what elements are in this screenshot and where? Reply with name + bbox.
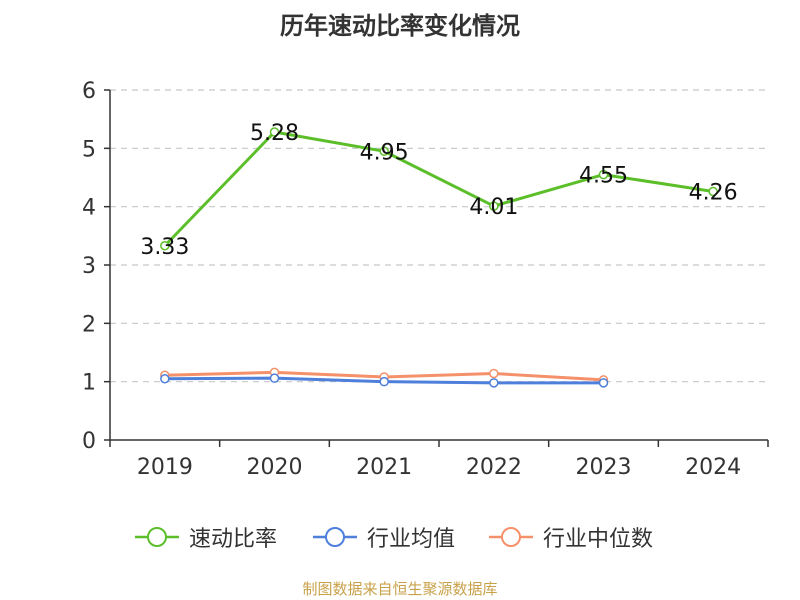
y-tick-label: 0 (82, 429, 96, 454)
data-point (269, 127, 280, 137)
data-label: 4.01 (469, 195, 518, 220)
data-label: 3.33 (140, 235, 189, 260)
data-point (489, 201, 499, 211)
data-label: 4.55 (579, 164, 628, 189)
legend-marker-industry-median (489, 527, 533, 547)
series-line (163, 130, 714, 247)
y-tick-label: 3 (82, 254, 96, 279)
legend-item-industry-mean[interactable]: 行业均值 (311, 522, 455, 552)
legend-label-industry-mean: 行业均值 (367, 527, 456, 552)
x-tick-label: 2020 (247, 455, 303, 480)
y-tick-label: 6 (82, 79, 96, 104)
x-tick-label: 2019 (137, 455, 193, 480)
y-tick-label: 5 (82, 137, 96, 162)
legend-label-industry-median: 行业中位数 (543, 527, 654, 552)
data-label: 4.95 (360, 140, 409, 165)
data-point (379, 146, 389, 156)
legend: 速动比率 行业均值 行业中位数 (0, 522, 800, 552)
chart-title: 历年速动比率变化情况 (280, 12, 520, 40)
data-point (379, 376, 389, 387)
data-point (598, 378, 609, 388)
x-tick-label: 2024 (685, 455, 741, 480)
y-tick-label: 4 (82, 196, 96, 221)
data-point (160, 374, 170, 384)
data-labels: 3.33 5.28 4.95 4.01 4.55 4.26 (140, 121, 737, 260)
axes: 0 1 2 3 4 5 6 2019 2020 2021 2022 2023 2024 (82, 79, 769, 480)
grid-lines (110, 89, 768, 383)
source-note: 制图数据来自恒生聚源数据库 (302, 580, 498, 598)
data-point (160, 241, 170, 251)
series-layer (160, 127, 718, 388)
data-label: 4.26 (689, 181, 738, 206)
legend-label-quick-ratio: 速动比率 (189, 527, 278, 552)
data-label: 5.28 (250, 121, 299, 146)
data-point (489, 368, 499, 379)
legend-item-industry-median[interactable]: 行业中位数 (487, 522, 653, 552)
data-point (708, 186, 718, 197)
x-tick-label: 2021 (356, 455, 412, 480)
y-tick-label: 1 (82, 371, 96, 396)
y-tick-label: 2 (82, 312, 96, 337)
legend-marker-quick-ratio (135, 527, 179, 547)
data-point (489, 378, 499, 388)
x-tick-label: 2023 (576, 455, 632, 480)
data-point (598, 169, 609, 180)
x-tick-label: 2022 (466, 455, 522, 480)
data-point (269, 373, 280, 383)
legend-marker-industry-mean (313, 527, 357, 547)
legend-item-quick-ratio[interactable]: 速动比率 (133, 522, 277, 552)
